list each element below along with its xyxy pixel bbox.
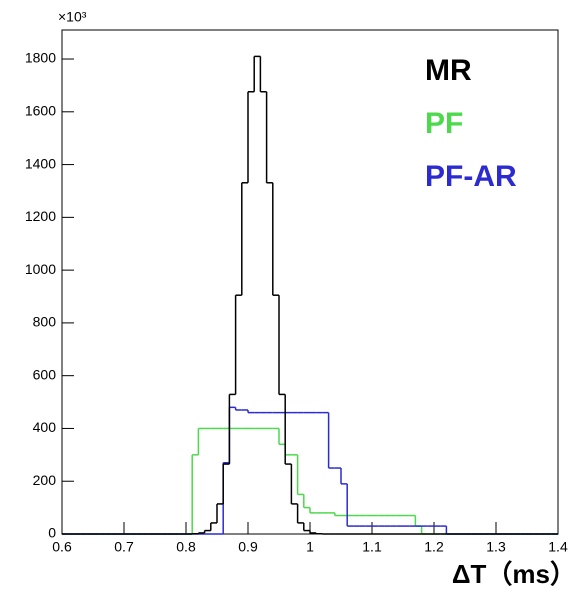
x-tick-label: 0.8 xyxy=(176,539,196,555)
x-tick-label: 1.1 xyxy=(362,539,382,555)
plot-frame xyxy=(61,29,559,535)
y-tick-label: 1200 xyxy=(25,208,56,224)
x-tick-label: 0.6 xyxy=(52,539,72,555)
y-tick-label: 400 xyxy=(33,419,57,435)
x-tick-label: 1.3 xyxy=(486,539,506,555)
y-tick-label: 600 xyxy=(33,366,57,382)
y-tick-label: 1000 xyxy=(25,261,56,277)
x-axis-label: ΔT（ms） xyxy=(452,559,576,589)
x-tick-label: 0.9 xyxy=(238,539,258,555)
y-tick-label: 800 xyxy=(33,314,57,330)
y-tick-label: 1800 xyxy=(25,50,56,66)
x-tick-label: 1 xyxy=(306,539,314,555)
y-multiplier: ×10³ xyxy=(58,9,87,25)
x-tick-label: 0.7 xyxy=(114,539,134,555)
legend-entry: MR xyxy=(425,54,472,87)
legend-entry: PF-AR xyxy=(425,160,517,193)
legend-entry: PF xyxy=(425,107,463,140)
x-tick-label: 1.4 xyxy=(548,539,568,555)
y-tick-label: 1600 xyxy=(25,103,56,119)
y-tick-label: 200 xyxy=(33,472,57,488)
x-tick-label: 1.2 xyxy=(424,539,444,555)
y-tick-label: 1400 xyxy=(25,155,56,171)
y-tick-label: 0 xyxy=(48,525,56,541)
